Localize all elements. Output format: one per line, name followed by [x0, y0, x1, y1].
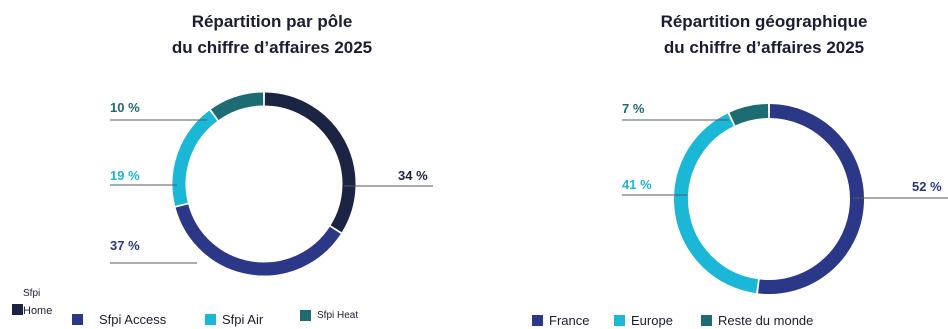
legend-label-europe: Europe — [631, 313, 673, 328]
slice-sfpi-heat — [210, 92, 264, 121]
legend-swatch-reste — [701, 315, 712, 326]
data-label-sfpi-heat: 10 % — [110, 100, 140, 115]
legend-item-sfpi-home: Sfpi Home — [12, 288, 58, 317]
legend-label-home-top: Sfpi — [23, 288, 41, 299]
chart-title-line1: Répartition géographique — [660, 12, 868, 31]
data-label-europe: 41 % — [622, 177, 652, 192]
chart-panel-geo: Répartition géographique du chiffre d’af… — [474, 0, 948, 329]
chart-panel-pole: Répartition par pôle du chiffre d’affair… — [12, 9, 433, 327]
chart-title: Répartition géographique du chiffre d’af… — [624, 9, 904, 61]
slice-sfpi-air — [172, 110, 218, 206]
slice-sfpi-home — [264, 92, 356, 233]
legend-swatch-europe — [614, 315, 625, 326]
legend-label-home-bottom: Home — [23, 305, 53, 317]
donut-chart-pole: 34 % 37 % 19 % 10 % — [110, 92, 433, 276]
chart-title: Répartition par pôle du chiffre d’affair… — [137, 9, 407, 61]
donut-chart-geo: 52 % 41 % 7 % — [622, 101, 948, 294]
legend-swatch-access — [72, 314, 83, 325]
chart-title-line2: du chiffre d’affaires 2025 — [663, 38, 865, 57]
data-label-reste-du-monde: 7 % — [622, 101, 645, 116]
data-label-sfpi-access: 37 % — [110, 238, 140, 253]
legend-label-france: France — [549, 313, 590, 328]
chart-title-line1: Répartition par pôle — [191, 12, 353, 31]
legend-item-reste-du-monde: Reste du monde — [701, 313, 813, 328]
legend-item-europe: Europe — [614, 313, 673, 328]
slice-europe — [674, 113, 759, 294]
legend-item-sfpi-heat: Sfpi Heat — [300, 310, 358, 321]
legend-label-air: Sfpi Air — [222, 312, 264, 327]
legend-item-sfpi-access: Sfpi Access — [72, 312, 166, 327]
legend-label-heat: Sfpi Heat — [317, 310, 359, 321]
legend-swatch-home — [12, 304, 23, 315]
slice-sfpi-access — [175, 204, 341, 276]
chart-title-line2: du chiffre d’affaires 2025 — [171, 38, 373, 57]
data-label-sfpi-air: 19 % — [110, 168, 140, 183]
data-label-sfpi-home: 34 % — [398, 168, 428, 183]
slice-reste-du-monde — [729, 104, 769, 126]
legend-label-access: Sfpi Access — [99, 312, 167, 327]
data-label-france: 52 % — [912, 179, 942, 194]
legend-item-france: France — [532, 313, 589, 328]
slice-france — [758, 104, 864, 294]
legend-swatch-france — [532, 315, 543, 326]
legend-swatch-heat — [300, 310, 311, 321]
legend-item-sfpi-air: Sfpi Air — [205, 312, 263, 327]
legend-swatch-air — [205, 314, 216, 325]
legend-label-home-wrap: Sfpi Home — [23, 288, 58, 317]
legend-label-reste: Reste du monde — [718, 313, 814, 328]
